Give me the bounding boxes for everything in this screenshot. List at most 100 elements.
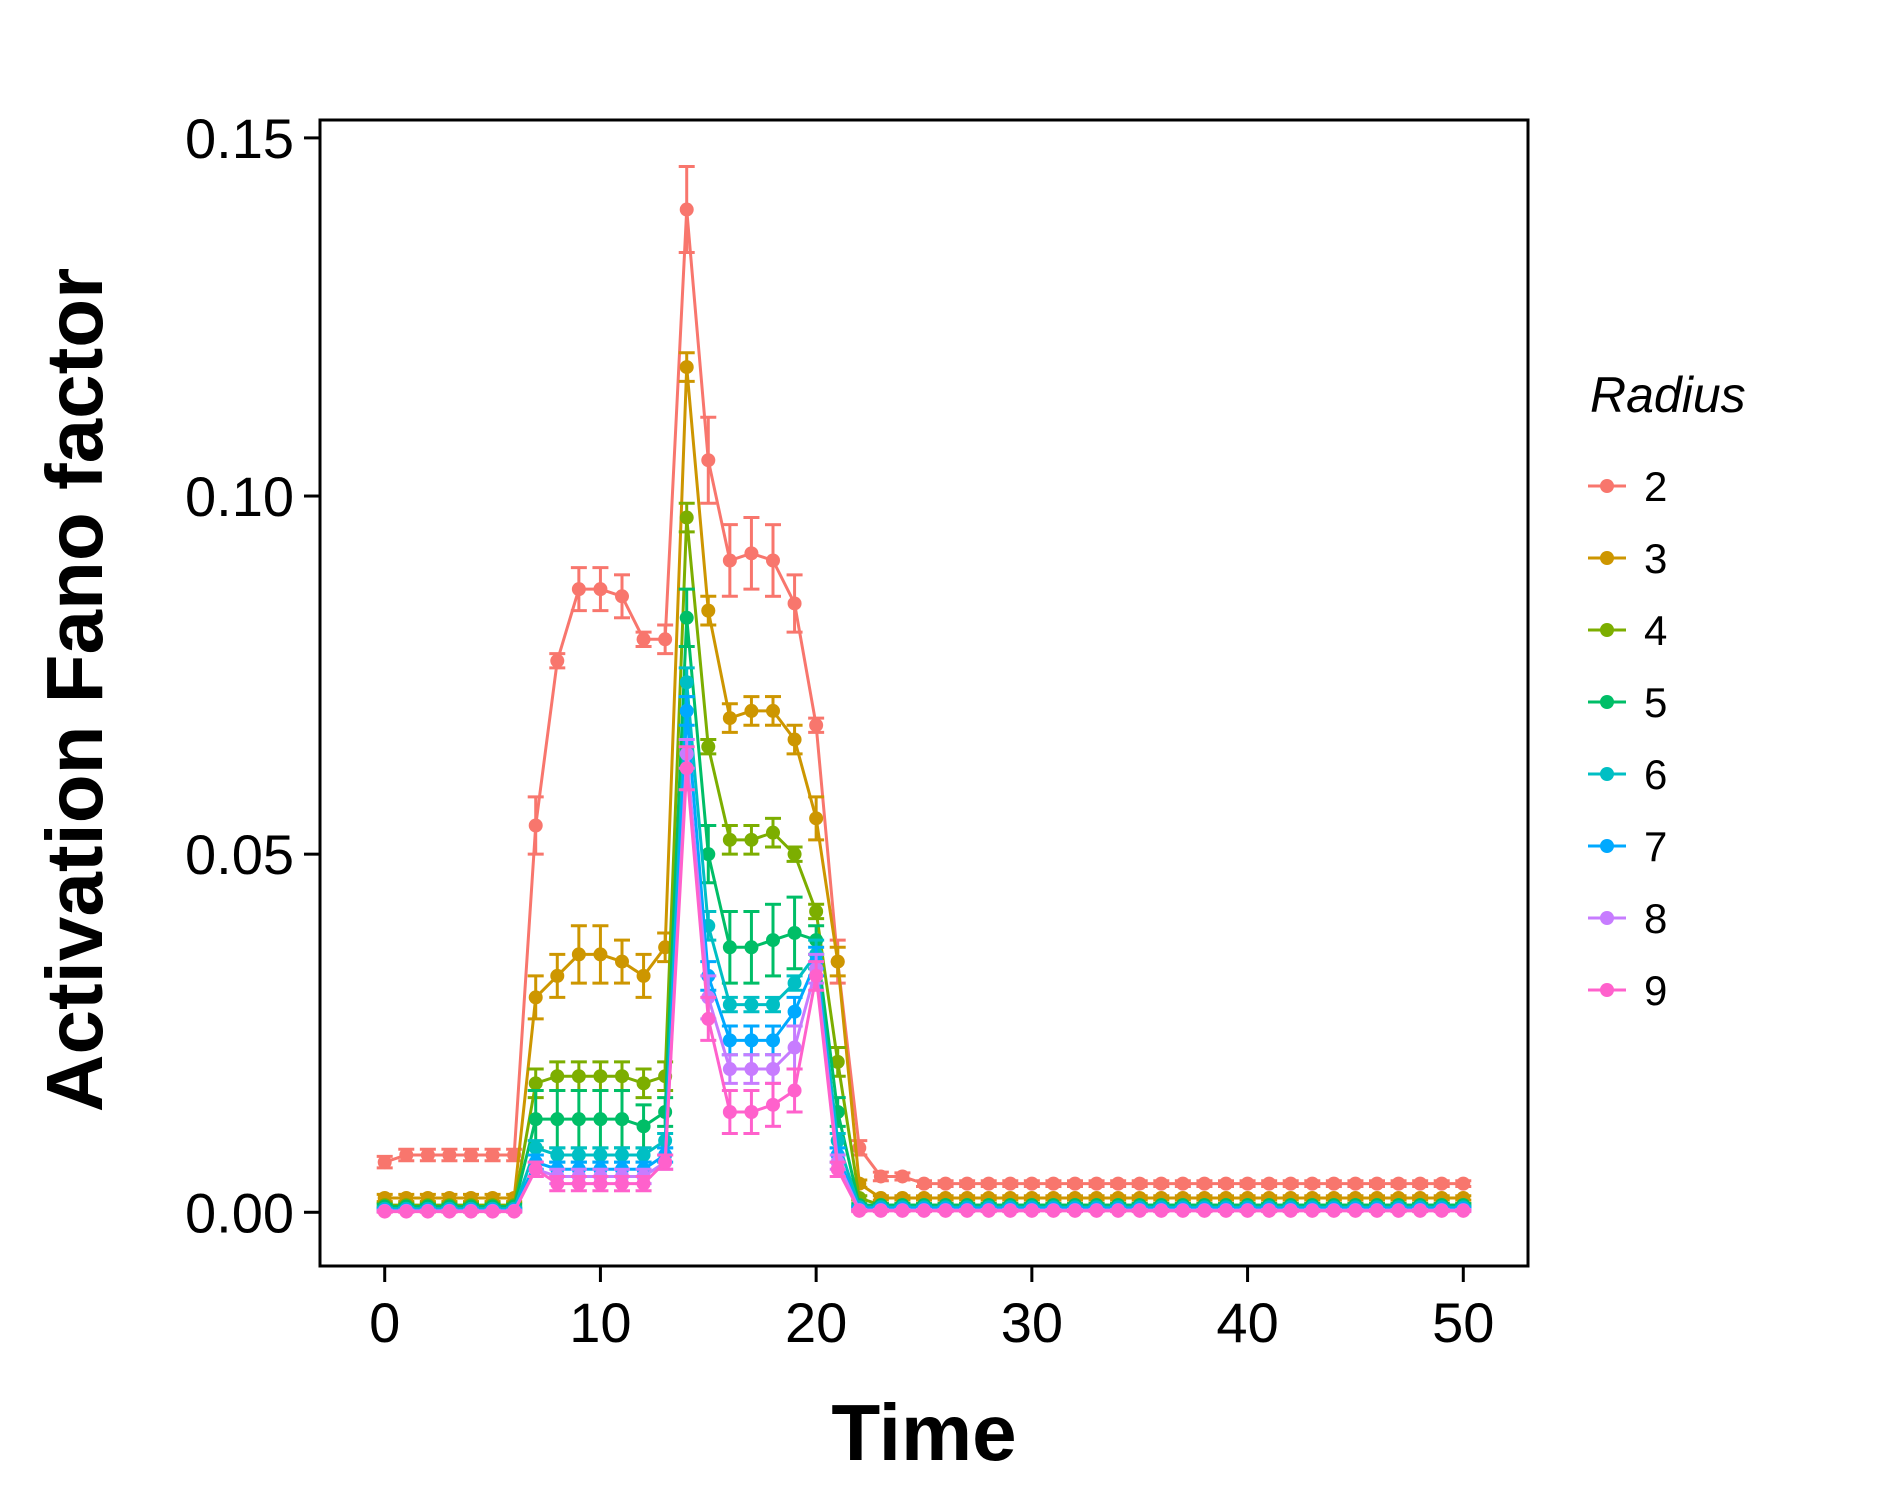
data-point <box>701 453 716 468</box>
data-point <box>1089 1203 1104 1218</box>
data-point <box>766 703 780 718</box>
data-point <box>420 1204 435 1219</box>
data-point <box>809 904 824 919</box>
legend-key-point <box>1600 551 1614 565</box>
data-point <box>701 1011 716 1026</box>
x-tick-label: 40 <box>1216 1291 1278 1354</box>
data-point <box>679 703 694 718</box>
data-point <box>701 603 716 618</box>
data-point <box>550 1069 565 1084</box>
data-point <box>679 610 694 625</box>
data-point <box>981 1176 996 1191</box>
legend-key-point <box>1600 983 1614 997</box>
data-point <box>679 675 694 690</box>
data-point <box>1413 1203 1428 1218</box>
data-point <box>1003 1203 1018 1218</box>
data-point <box>1391 1203 1406 1218</box>
data-point <box>766 1062 780 1077</box>
data-point <box>895 1203 910 1218</box>
legend-item-2: 2 <box>1588 463 1667 510</box>
y-tick-label: 0.00 <box>185 1181 294 1244</box>
data-point <box>809 968 824 983</box>
data-point <box>464 1147 478 1162</box>
legend-label: 9 <box>1644 967 1667 1014</box>
data-point <box>1175 1203 1190 1218</box>
data-point <box>1370 1203 1384 1218</box>
data-point <box>1219 1176 1233 1191</box>
data-point <box>766 553 780 568</box>
data-point <box>722 1033 737 1048</box>
data-point <box>1111 1176 1126 1191</box>
x-tick-label: 10 <box>569 1291 631 1354</box>
data-point <box>636 1076 651 1091</box>
data-point <box>377 1155 392 1170</box>
data-point <box>873 1169 888 1184</box>
data-point <box>1262 1203 1277 1218</box>
series-9 <box>376 745 1472 1219</box>
data-point <box>571 1112 586 1127</box>
legend-label: 2 <box>1644 463 1667 510</box>
x-tick-label: 0 <box>369 1291 400 1354</box>
legend-label: 7 <box>1644 823 1667 870</box>
data-point <box>722 711 737 726</box>
data-point <box>766 1097 780 1112</box>
data-point <box>722 1062 737 1077</box>
data-point <box>830 1162 845 1177</box>
data-point <box>766 825 780 840</box>
data-point <box>571 1176 586 1191</box>
data-point <box>787 847 802 862</box>
legend-item-7: 7 <box>1588 823 1667 870</box>
data-point <box>1305 1203 1320 1218</box>
data-point <box>442 1147 457 1162</box>
data-point <box>766 1033 780 1048</box>
data-point <box>1262 1176 1277 1191</box>
data-point <box>809 811 824 826</box>
x-axis: 0 10 20 30 40 50 <box>320 1264 1528 1354</box>
data-point <box>571 1147 586 1162</box>
data-point <box>938 1203 953 1218</box>
data-point <box>787 732 802 747</box>
legend-item-8: 8 <box>1588 895 1667 942</box>
data-point <box>1132 1203 1147 1218</box>
data-point <box>701 847 716 862</box>
data-point <box>744 997 759 1012</box>
data-point <box>420 1147 435 1162</box>
data-point <box>1413 1176 1428 1191</box>
legend-item-6: 6 <box>1588 751 1667 798</box>
data-point <box>615 1069 629 1084</box>
data-point <box>744 546 759 561</box>
legend-key-point <box>1600 695 1614 709</box>
data-point <box>636 632 651 647</box>
data-point <box>658 1155 673 1170</box>
y-tick-label: 0.15 <box>185 107 294 170</box>
data-point <box>960 1203 975 1218</box>
legend-title: Radius <box>1590 367 1746 423</box>
data-point <box>722 997 737 1012</box>
x-axis-title: Time <box>831 1388 1016 1477</box>
data-point <box>1003 1176 1018 1191</box>
data-point <box>1326 1176 1341 1191</box>
data-point <box>830 954 845 969</box>
data-point <box>1370 1176 1384 1191</box>
legend-item-4: 4 <box>1588 607 1667 654</box>
data-point <box>399 1147 414 1162</box>
data-point <box>701 739 716 754</box>
data-point <box>1240 1203 1255 1218</box>
data-point <box>744 832 759 847</box>
data-point <box>550 1147 565 1162</box>
data-point <box>1456 1203 1471 1218</box>
data-point <box>485 1147 500 1162</box>
data-point <box>1046 1203 1061 1218</box>
data-point <box>744 940 759 955</box>
data-point <box>722 1105 737 1120</box>
data-point <box>442 1204 457 1219</box>
data-point <box>636 968 651 983</box>
data-point <box>550 1176 565 1191</box>
data-point <box>787 976 802 991</box>
data-point <box>1089 1176 1104 1191</box>
x-tick-label: 20 <box>785 1291 847 1354</box>
data-point <box>1434 1203 1449 1218</box>
legend-key-point <box>1600 839 1614 853</box>
data-point <box>917 1176 931 1191</box>
data-point <box>1283 1176 1298 1191</box>
